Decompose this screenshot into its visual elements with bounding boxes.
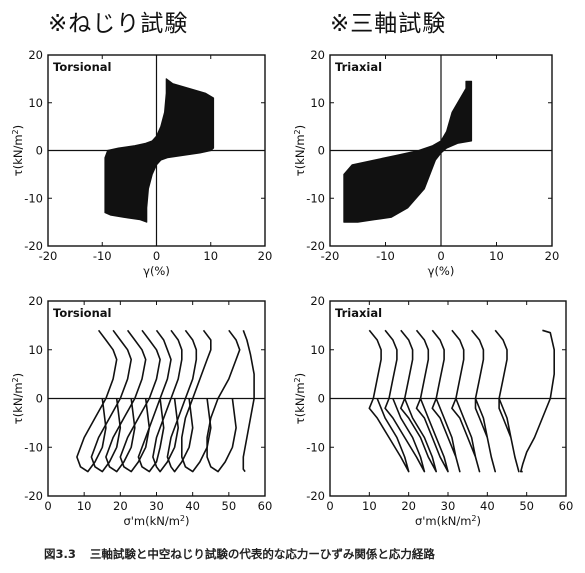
triaxial-stress-path-stress-path-loop (451, 329, 481, 473)
triaxial-stress-path-panel-legend: Triaxial (335, 306, 382, 320)
triaxial-stress-strain-y-tick-label: 10 (310, 96, 325, 110)
torsional-stress-path-stress-path-loop (152, 329, 183, 473)
triaxial-stress-strain-y-tick-label: 0 (318, 144, 325, 158)
torsional-stress-strain-x-tick-label: -20 (39, 249, 58, 263)
torsional-stress-strain-y-tick-label: 0 (36, 144, 43, 158)
triaxial-stress-path-y-tick-label: 10 (310, 343, 325, 357)
triaxial-stress-path-y-tick-label: -20 (306, 489, 325, 503)
triaxial-stress-path-stress-path-loop (415, 329, 449, 473)
torsional-stress-path-panel-legend: Torsional (53, 306, 111, 320)
torsional-stress-path-x-tick-label: 10 (77, 499, 92, 513)
torsional-stress-path-x-tick-label: 60 (258, 499, 273, 513)
triaxial-stress-path-stress-path-loop (368, 329, 410, 473)
triaxial-stress-strain-x-tick-label: -10 (376, 249, 395, 263)
torsional-stress-path-x-tick-label: 20 (113, 499, 128, 513)
torsional-stress-path-y-tick-label: 20 (28, 294, 43, 308)
caption-text: 三軸試験と中空ねじり試験の代表的な応力ーひずみ関係と応力経路 (89, 547, 435, 561)
triaxial-stress-strain-hysteresis-loop (343, 80, 473, 223)
torsional-stress-path-stress-path-loop (119, 329, 161, 473)
triaxial-stress-strain-x-tick-label: -20 (321, 249, 340, 263)
triaxial-stress-path-x-tick-label: 10 (362, 499, 377, 513)
triaxial-stress-path-x-tick-label: 20 (401, 499, 416, 513)
torsional-stress-path-x-tick-label: 50 (222, 499, 237, 513)
torsional-stress-path-y-tick-label: -20 (24, 489, 43, 503)
triaxial-stress-path-x-tick-label: 0 (326, 499, 333, 513)
triaxial-stress-path-x-tick-label: 30 (441, 499, 456, 513)
torsional-stress-strain-y-tick-label: -20 (24, 239, 43, 253)
torsional-stress-path-stress-path-loop (90, 329, 132, 473)
torsional-stress-path-stress-path-loop (137, 329, 172, 473)
triaxial-stress-path-x-tick-label: 40 (480, 499, 495, 513)
triaxial-stress-path-stress-path-loop (470, 329, 497, 473)
triaxial-stress-path-stress-path-loop (431, 329, 461, 473)
triaxial-stress-path-y-tick-label: 20 (310, 294, 325, 308)
torsional-stress-path-stress-path-loop (181, 329, 212, 473)
torsional-stress-strain-x-tick-label: 10 (203, 249, 218, 263)
torsional-stress-path-y-tick-label: 0 (36, 392, 43, 406)
torsional-stress-strain-y-axis-label: τ(kN/m2) (11, 125, 26, 176)
triaxial-stress-strain-x-tick-label: 10 (489, 249, 504, 263)
triaxial-stress-strain-y-axis-label: τ(kN/m2) (293, 125, 308, 176)
torsional-stress-strain-panel-legend: Torsional (53, 60, 111, 74)
figure-caption: 図3.3 三軸試験と中空ねじり試験の代表的な応力ーひずみ関係と応力経路 (44, 546, 435, 562)
triaxial-stress-path-y-tick-label: -10 (306, 440, 325, 454)
torsional-stress-path-stress-path-loop (166, 329, 198, 473)
triaxial-stress-path-y-axis-label: τ(kN/m2) (293, 373, 308, 424)
triaxial-stress-strain-panel-legend: Triaxial (335, 60, 382, 74)
triaxial-stress-path-stress-path-loop (494, 329, 520, 473)
torsional-stress-strain-x-axis-label: γ(%) (143, 264, 170, 278)
torsional-stress-path-stress-path-loop (105, 329, 147, 473)
triaxial-stress-strain-y-tick-label: 20 (310, 48, 325, 62)
torsional-stress-strain-y-tick-label: -10 (24, 191, 43, 205)
torsional-stress-path-stress-path-loop (206, 329, 241, 473)
caption-number: 図3.3 (44, 547, 76, 561)
triaxial-stress-strain-x-tick-label: 20 (545, 249, 560, 263)
torsional-stress-path-x-tick-label: 40 (185, 499, 200, 513)
torsional-stress-path-x-tick-label: 0 (44, 499, 51, 513)
triaxial-stress-strain-y-tick-label: -10 (306, 191, 325, 205)
triaxial-stress-path-stress-path-loop (384, 329, 426, 473)
torsional-stress-strain-x-tick-label: -10 (93, 249, 112, 263)
triaxial-stress-path-x-axis-label: σ'm(kN/m2) (415, 514, 481, 529)
triaxial-test-heading: ※三軸試験 (330, 11, 447, 37)
torsional-stress-path-x-axis-label: σ'm(kN/m2) (123, 514, 189, 529)
triaxial-stress-path-y-tick-label: 0 (318, 392, 325, 406)
torsional-stress-strain-hysteresis-loop (104, 78, 215, 223)
triaxial-stress-strain-y-tick-label: -20 (306, 239, 325, 253)
torsional-test-heading: ※ねじり試験 (48, 11, 189, 37)
torsional-stress-path-x-tick-label: 30 (149, 499, 164, 513)
triaxial-stress-strain-x-axis-label: γ(%) (428, 264, 455, 278)
torsional-stress-path-y-tick-label: 10 (28, 343, 43, 357)
torsional-stress-strain-y-tick-label: 10 (28, 96, 43, 110)
torsional-stress-strain-x-tick-label: 0 (153, 249, 160, 263)
torsional-stress-path-stress-path-loop (76, 329, 118, 473)
torsional-stress-path-y-axis-label: τ(kN/m2) (11, 373, 26, 424)
torsional-stress-path-stress-path-loop (242, 330, 255, 473)
triaxial-stress-path-stress-path-loop (519, 329, 556, 473)
torsional-stress-strain-y-tick-label: 20 (28, 48, 43, 62)
triaxial-stress-path-x-tick-label: 50 (519, 499, 534, 513)
triaxial-stress-path-stress-path-loop (399, 329, 438, 473)
triaxial-stress-strain-x-tick-label: 0 (437, 249, 444, 263)
torsional-stress-path-y-tick-label: -10 (24, 440, 43, 454)
torsional-stress-strain-x-tick-label: 20 (258, 249, 273, 263)
triaxial-stress-path-x-tick-label: 60 (559, 499, 574, 513)
